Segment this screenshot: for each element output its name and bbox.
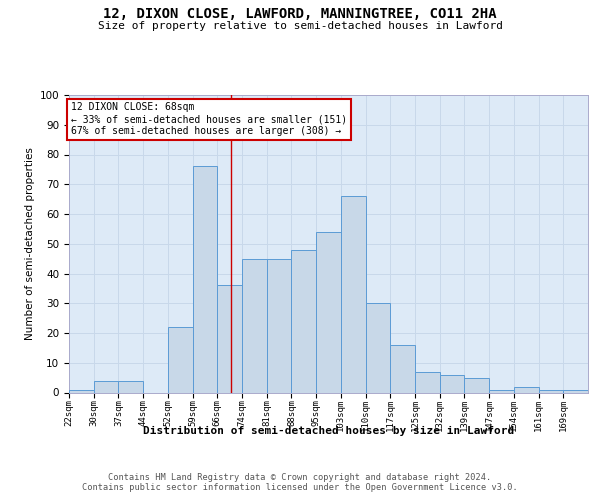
Text: 12, DIXON CLOSE, LAWFORD, MANNINGTREE, CO11 2HA: 12, DIXON CLOSE, LAWFORD, MANNINGTREE, C… xyxy=(103,8,497,22)
Bar xyxy=(365,303,390,392)
Text: Contains HM Land Registry data © Crown copyright and database right 2024.
Contai: Contains HM Land Registry data © Crown c… xyxy=(82,472,518,492)
Bar xyxy=(563,390,588,392)
Text: 12 DIXON CLOSE: 68sqm
← 33% of semi-detached houses are smaller (151)
67% of sem: 12 DIXON CLOSE: 68sqm ← 33% of semi-deta… xyxy=(71,102,347,136)
Bar xyxy=(464,378,489,392)
Bar xyxy=(242,258,267,392)
Bar xyxy=(539,390,563,392)
Bar xyxy=(267,258,292,392)
Bar xyxy=(217,286,242,393)
Bar xyxy=(193,166,217,392)
Y-axis label: Number of semi-detached properties: Number of semi-detached properties xyxy=(25,148,35,340)
Bar xyxy=(489,390,514,392)
Bar xyxy=(390,345,415,393)
Bar xyxy=(94,380,118,392)
Bar xyxy=(118,380,143,392)
Bar xyxy=(440,374,464,392)
Bar xyxy=(341,196,365,392)
Text: Distribution of semi-detached houses by size in Lawford: Distribution of semi-detached houses by … xyxy=(143,426,514,436)
Bar xyxy=(316,232,341,392)
Text: Size of property relative to semi-detached houses in Lawford: Size of property relative to semi-detach… xyxy=(97,21,503,31)
Bar xyxy=(292,250,316,392)
Bar xyxy=(168,327,193,392)
Bar xyxy=(69,390,94,392)
Bar xyxy=(415,372,440,392)
Bar xyxy=(514,386,539,392)
